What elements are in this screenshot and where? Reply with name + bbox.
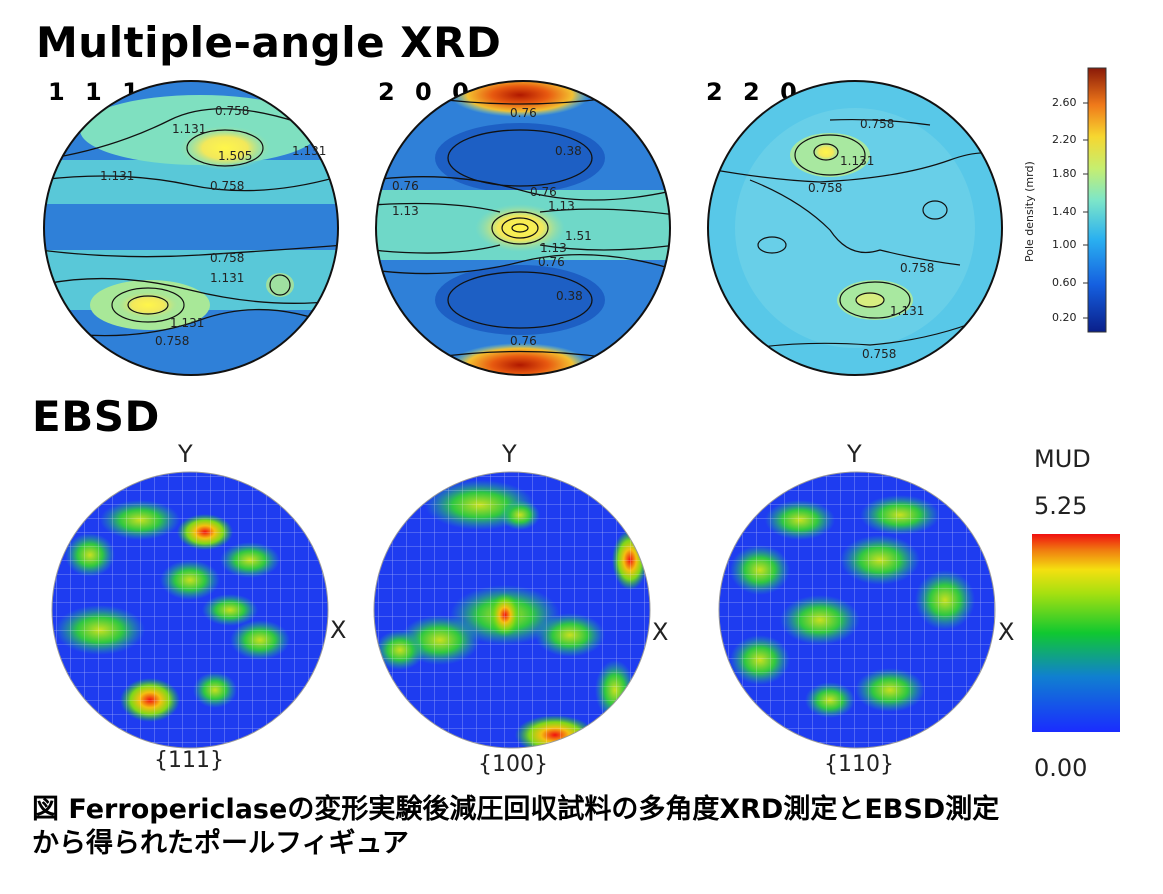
contour-label: 0.758 xyxy=(155,334,189,348)
contour-label: 0.76 xyxy=(510,334,537,348)
contour-label: 1.131 xyxy=(172,122,206,136)
contour-label: 0.38 xyxy=(555,144,582,158)
contour-label: 1.13 xyxy=(548,199,575,213)
contour-label: 0.76 xyxy=(530,185,557,199)
xrd-cb-tick: 1.40 xyxy=(1052,205,1077,218)
contour-label: 1.131 xyxy=(292,144,326,158)
contour-label: 1.131 xyxy=(100,169,134,183)
xrd-cb-title: Pole density (mrd) xyxy=(1023,161,1036,262)
contour-label: 1.131 xyxy=(170,316,204,330)
pole-figure-111: 0.758 1.131 1.505 1.131 1.131 0.758 0.75… xyxy=(43,80,339,376)
xrd-cb-tick: 0.20 xyxy=(1052,311,1077,324)
contour-label: 0.76 xyxy=(510,106,537,120)
caption-line-1: 図 Ferropericlaseの変形実験後減圧回収試料の多角度XRD測定とEB… xyxy=(32,794,1000,825)
contour-label: 0.758 xyxy=(900,261,934,275)
ebsd-cb-max: 5.25 xyxy=(1034,492,1088,520)
ebsd-colorbar xyxy=(1032,534,1120,732)
contour-label: 0.758 xyxy=(860,117,894,131)
pole-caption-110: {110} xyxy=(824,752,894,777)
contour-label: 1.13 xyxy=(392,204,419,218)
contour-label: 0.38 xyxy=(556,289,583,303)
ebsd-pole-figure-110 xyxy=(718,471,996,749)
contour-label: 0.758 xyxy=(210,179,244,193)
xrd-colorbar xyxy=(1083,67,1107,333)
ebsd-cb-title: MUD xyxy=(1034,445,1091,473)
ebsd-cb-min: 0.00 xyxy=(1034,754,1088,782)
pole-caption-111: {111} xyxy=(154,748,224,773)
pole-caption-100: {100} xyxy=(478,752,548,777)
xrd-section-title: Multiple-angle XRD xyxy=(36,18,502,67)
contour-label: 1.51 xyxy=(565,229,592,243)
pole-figure-220: 0.758 1.131 0.758 0.758 1.131 0.758 xyxy=(707,80,1003,376)
axis-x-label: X xyxy=(652,618,669,646)
ebsd-pole-figure-100 xyxy=(373,471,651,749)
contour-label: 0.76 xyxy=(392,179,419,193)
xrd-cb-tick: 0.60 xyxy=(1052,276,1077,289)
ebsd-section-title: EBSD xyxy=(32,392,160,441)
xrd-cb-tick: 1.00 xyxy=(1052,238,1077,251)
contour-label: 0.76 xyxy=(538,255,565,269)
contour-label: 1.131 xyxy=(890,304,924,318)
pole-figure-200: 0.76 0.38 0.76 0.76 1.13 1.13 1.51 1.13 … xyxy=(375,80,671,376)
contour-label: 1.131 xyxy=(210,271,244,285)
caption-line-2: から得られたポールフィギュア xyxy=(32,828,409,859)
contour-label: 0.758 xyxy=(862,347,896,361)
axis-y-label: Y xyxy=(502,440,517,468)
xrd-cb-tick: 2.20 xyxy=(1052,133,1077,146)
axis-x-label: X xyxy=(330,616,347,644)
figure-caption: 図 Ferropericlaseの変形実験後減圧回収試料の多角度XRD測定とEB… xyxy=(32,793,1142,861)
contour-label: 1.13 xyxy=(540,241,567,255)
contour-label: 0.758 xyxy=(808,181,842,195)
contour-label: 0.758 xyxy=(215,104,249,118)
axis-y-label: Y xyxy=(847,440,862,468)
contour-label: 0.758 xyxy=(210,251,244,265)
ebsd-pole-figure-111 xyxy=(51,471,329,749)
contour-label: 1.131 xyxy=(840,154,874,168)
xrd-cb-tick: 1.80 xyxy=(1052,167,1077,180)
axis-y-label: Y xyxy=(178,440,193,468)
xrd-cb-tick: 2.60 xyxy=(1052,96,1077,109)
axis-x-label: X xyxy=(998,618,1015,646)
contour-label: 1.505 xyxy=(218,149,252,163)
